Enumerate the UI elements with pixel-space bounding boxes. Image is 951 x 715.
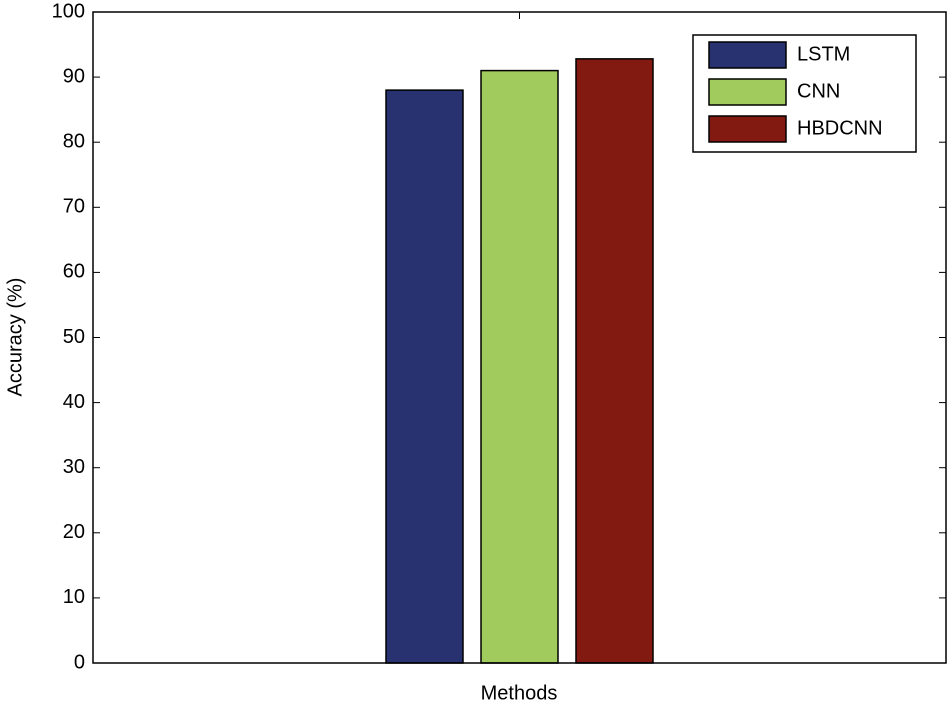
plot-frame bbox=[92, 11, 947, 664]
y-tick-label: 70 bbox=[63, 196, 85, 218]
legend-swatch bbox=[708, 78, 787, 106]
x-axis-label: Methods bbox=[481, 682, 558, 704]
y-axis-label: Accuracy (%) bbox=[4, 278, 26, 397]
y-tick-label: 100 bbox=[52, 0, 85, 22]
y-tick-label: 80 bbox=[63, 130, 85, 152]
bar bbox=[480, 69, 559, 664]
y-tick-label: 20 bbox=[63, 521, 85, 543]
bar bbox=[575, 58, 654, 664]
y-tick-label: 40 bbox=[63, 391, 85, 413]
legend-label: HBDCNN bbox=[797, 117, 883, 139]
y-tick-label: 10 bbox=[63, 586, 85, 608]
legend-swatch bbox=[708, 115, 787, 143]
legend-label: LSTM bbox=[797, 43, 850, 65]
legend-label: CNN bbox=[797, 80, 840, 102]
y-tick-label: 60 bbox=[63, 261, 85, 283]
y-tick-label: 0 bbox=[74, 651, 85, 673]
legend-swatch bbox=[708, 41, 787, 69]
y-tick-label: 50 bbox=[63, 326, 85, 348]
bar bbox=[385, 89, 464, 664]
y-tick-label: 90 bbox=[63, 65, 85, 87]
y-tick-label: 30 bbox=[63, 456, 85, 478]
